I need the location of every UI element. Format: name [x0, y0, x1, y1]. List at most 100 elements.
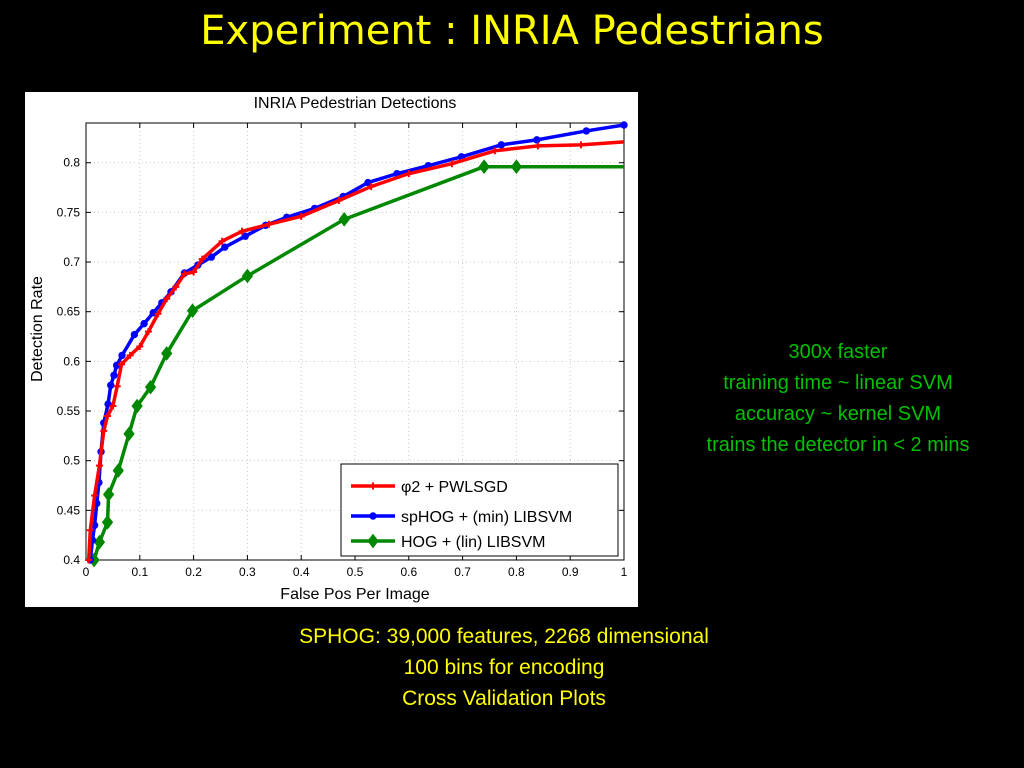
data-point-plus	[190, 268, 198, 276]
data-point-plus	[534, 142, 542, 150]
chart-title: INRIA Pedestrian Detections	[254, 95, 457, 112]
data-point-circle	[582, 127, 591, 135]
data-point-plus	[113, 382, 121, 390]
side-notes: 300x faster training time ~ linear SVM a…	[660, 337, 1016, 461]
x-tick-label: 0	[83, 565, 90, 579]
y-tick-label: 0.55	[57, 404, 81, 418]
data-point-plus	[367, 183, 375, 191]
axis-ticks: 0 0.1 0.2 0.3 0.4 0.5 0.6 0.7 0.8 0.9 1 0.4 0.45 0.5 0…	[57, 123, 628, 579]
data-point-plus	[104, 412, 112, 420]
data-point-diamond	[161, 346, 173, 361]
bottom-notes: SPHOG: 39,000 features, 2268 dimensional…	[200, 621, 808, 714]
legend-label: φ2 + PWLSGD	[401, 479, 508, 496]
data-point-circle	[118, 351, 126, 360]
y-tick-label: 0.75	[57, 205, 81, 219]
x-axis-label: False Pos Per Image	[280, 586, 430, 603]
data-point-plus	[172, 283, 180, 291]
data-point-plus	[491, 147, 499, 155]
data-point-diamond	[101, 514, 114, 530]
series-layer	[85, 121, 628, 568]
y-tick-label: 0.7	[63, 255, 80, 269]
data-point-plus	[136, 342, 144, 350]
data-point-plus	[118, 360, 126, 368]
data-point-diamond	[478, 159, 490, 175]
bottom-note: Cross Validation Plots	[402, 687, 606, 710]
data-point-circle	[207, 253, 216, 261]
data-point-circle	[130, 330, 139, 339]
x-tick-label: 0.9	[562, 565, 579, 579]
data-point-circle	[533, 136, 541, 144]
x-tick-label: 0.5	[347, 565, 364, 579]
data-point-circle	[620, 121, 628, 129]
legend-entry: spHOG + (min) LIBSVM	[351, 509, 572, 526]
data-point-diamond	[123, 426, 135, 442]
series-plus	[85, 140, 625, 564]
data-point-plus	[126, 351, 134, 359]
legend-label: spHOG + (min) LIBSVM	[401, 509, 572, 526]
data-point-diamond	[186, 303, 199, 319]
data-point-circle	[369, 512, 377, 520]
legend-entry: φ2 + PWLSGD	[351, 479, 508, 496]
data-point-plus	[144, 328, 152, 336]
slide-title: Experiment : INRIA Pedestrians	[200, 8, 824, 54]
data-point-plus	[448, 160, 456, 168]
x-tick-label: 0.2	[185, 565, 202, 579]
side-note: accuracy ~ kernel SVM	[734, 403, 942, 425]
data-point-diamond	[131, 398, 143, 414]
bottom-note: 100 bins for encoding	[403, 656, 605, 679]
x-tick-label: 0.3	[239, 565, 256, 579]
data-point-plus	[218, 237, 226, 245]
data-point-circle	[110, 371, 118, 379]
data-point-plus	[577, 141, 585, 149]
data-point-plus	[163, 295, 171, 303]
x-tick-label: 0.8	[508, 565, 525, 579]
legend: φ2 + PWLSGD spHOG + (min) LIBSVM HOG + (li…	[340, 463, 619, 557]
bottom-note: SPHOG: 39,000 features, 2268 dimensional	[299, 625, 709, 648]
data-point-plus	[405, 170, 413, 178]
data-point-plus	[265, 220, 273, 228]
x-tick-label: 0.7	[454, 565, 471, 579]
y-axis-label: Detection Rate	[29, 276, 46, 382]
data-point-plus	[85, 556, 93, 564]
legend-entry: HOG + (lin) LIBSVM	[351, 533, 545, 551]
x-tick-label: 0.6	[400, 565, 417, 579]
data-point-plus	[95, 462, 103, 470]
data-point-circle	[140, 319, 148, 328]
y-tick-label: 0.5	[63, 454, 80, 468]
data-point-plus	[91, 491, 99, 499]
data-point-diamond	[338, 212, 350, 227]
chart-panel: INRIA Pedestrian Detections False Pos Pe…	[25, 92, 638, 607]
data-point-plus	[369, 482, 377, 490]
data-point-plus	[86, 526, 94, 534]
y-tick-label: 0.6	[63, 354, 80, 368]
y-tick-label: 0.65	[57, 305, 81, 319]
data-point-plus	[154, 310, 162, 318]
side-note: training time ~ linear SVM	[723, 372, 953, 394]
x-tick-label: 0.4	[293, 565, 310, 579]
data-point-diamond	[144, 379, 157, 395]
data-point-diamond	[112, 463, 124, 478]
data-point-diamond	[241, 268, 254, 284]
data-point-diamond	[102, 487, 115, 502]
data-point-circle	[221, 243, 229, 251]
legend-label: HOG + (lin) LIBSVM	[401, 534, 545, 551]
y-tick-label: 0.45	[57, 503, 81, 517]
data-point-circle	[497, 141, 506, 149]
data-point-plus	[198, 255, 206, 263]
side-note: 300x faster	[788, 341, 888, 363]
data-point-plus	[180, 270, 188, 278]
data-point-circle	[107, 381, 115, 389]
data-point-diamond	[510, 159, 523, 175]
data-point-plus	[335, 196, 343, 204]
data-point-plus	[100, 427, 108, 435]
data-point-plus	[297, 212, 305, 220]
data-point-circle	[241, 232, 249, 240]
data-point-plus	[109, 402, 117, 410]
side-note: trains the detector in < 2 mins	[706, 434, 970, 456]
line-chart: INRIA Pedestrian Detections False Pos Pe…	[29, 95, 628, 603]
data-point-plus	[238, 227, 246, 235]
data-point-diamond	[367, 533, 379, 549]
y-tick-label: 0.8	[63, 156, 80, 170]
x-tick-label: 0.1	[131, 565, 148, 579]
x-tick-label: 1	[621, 565, 628, 579]
